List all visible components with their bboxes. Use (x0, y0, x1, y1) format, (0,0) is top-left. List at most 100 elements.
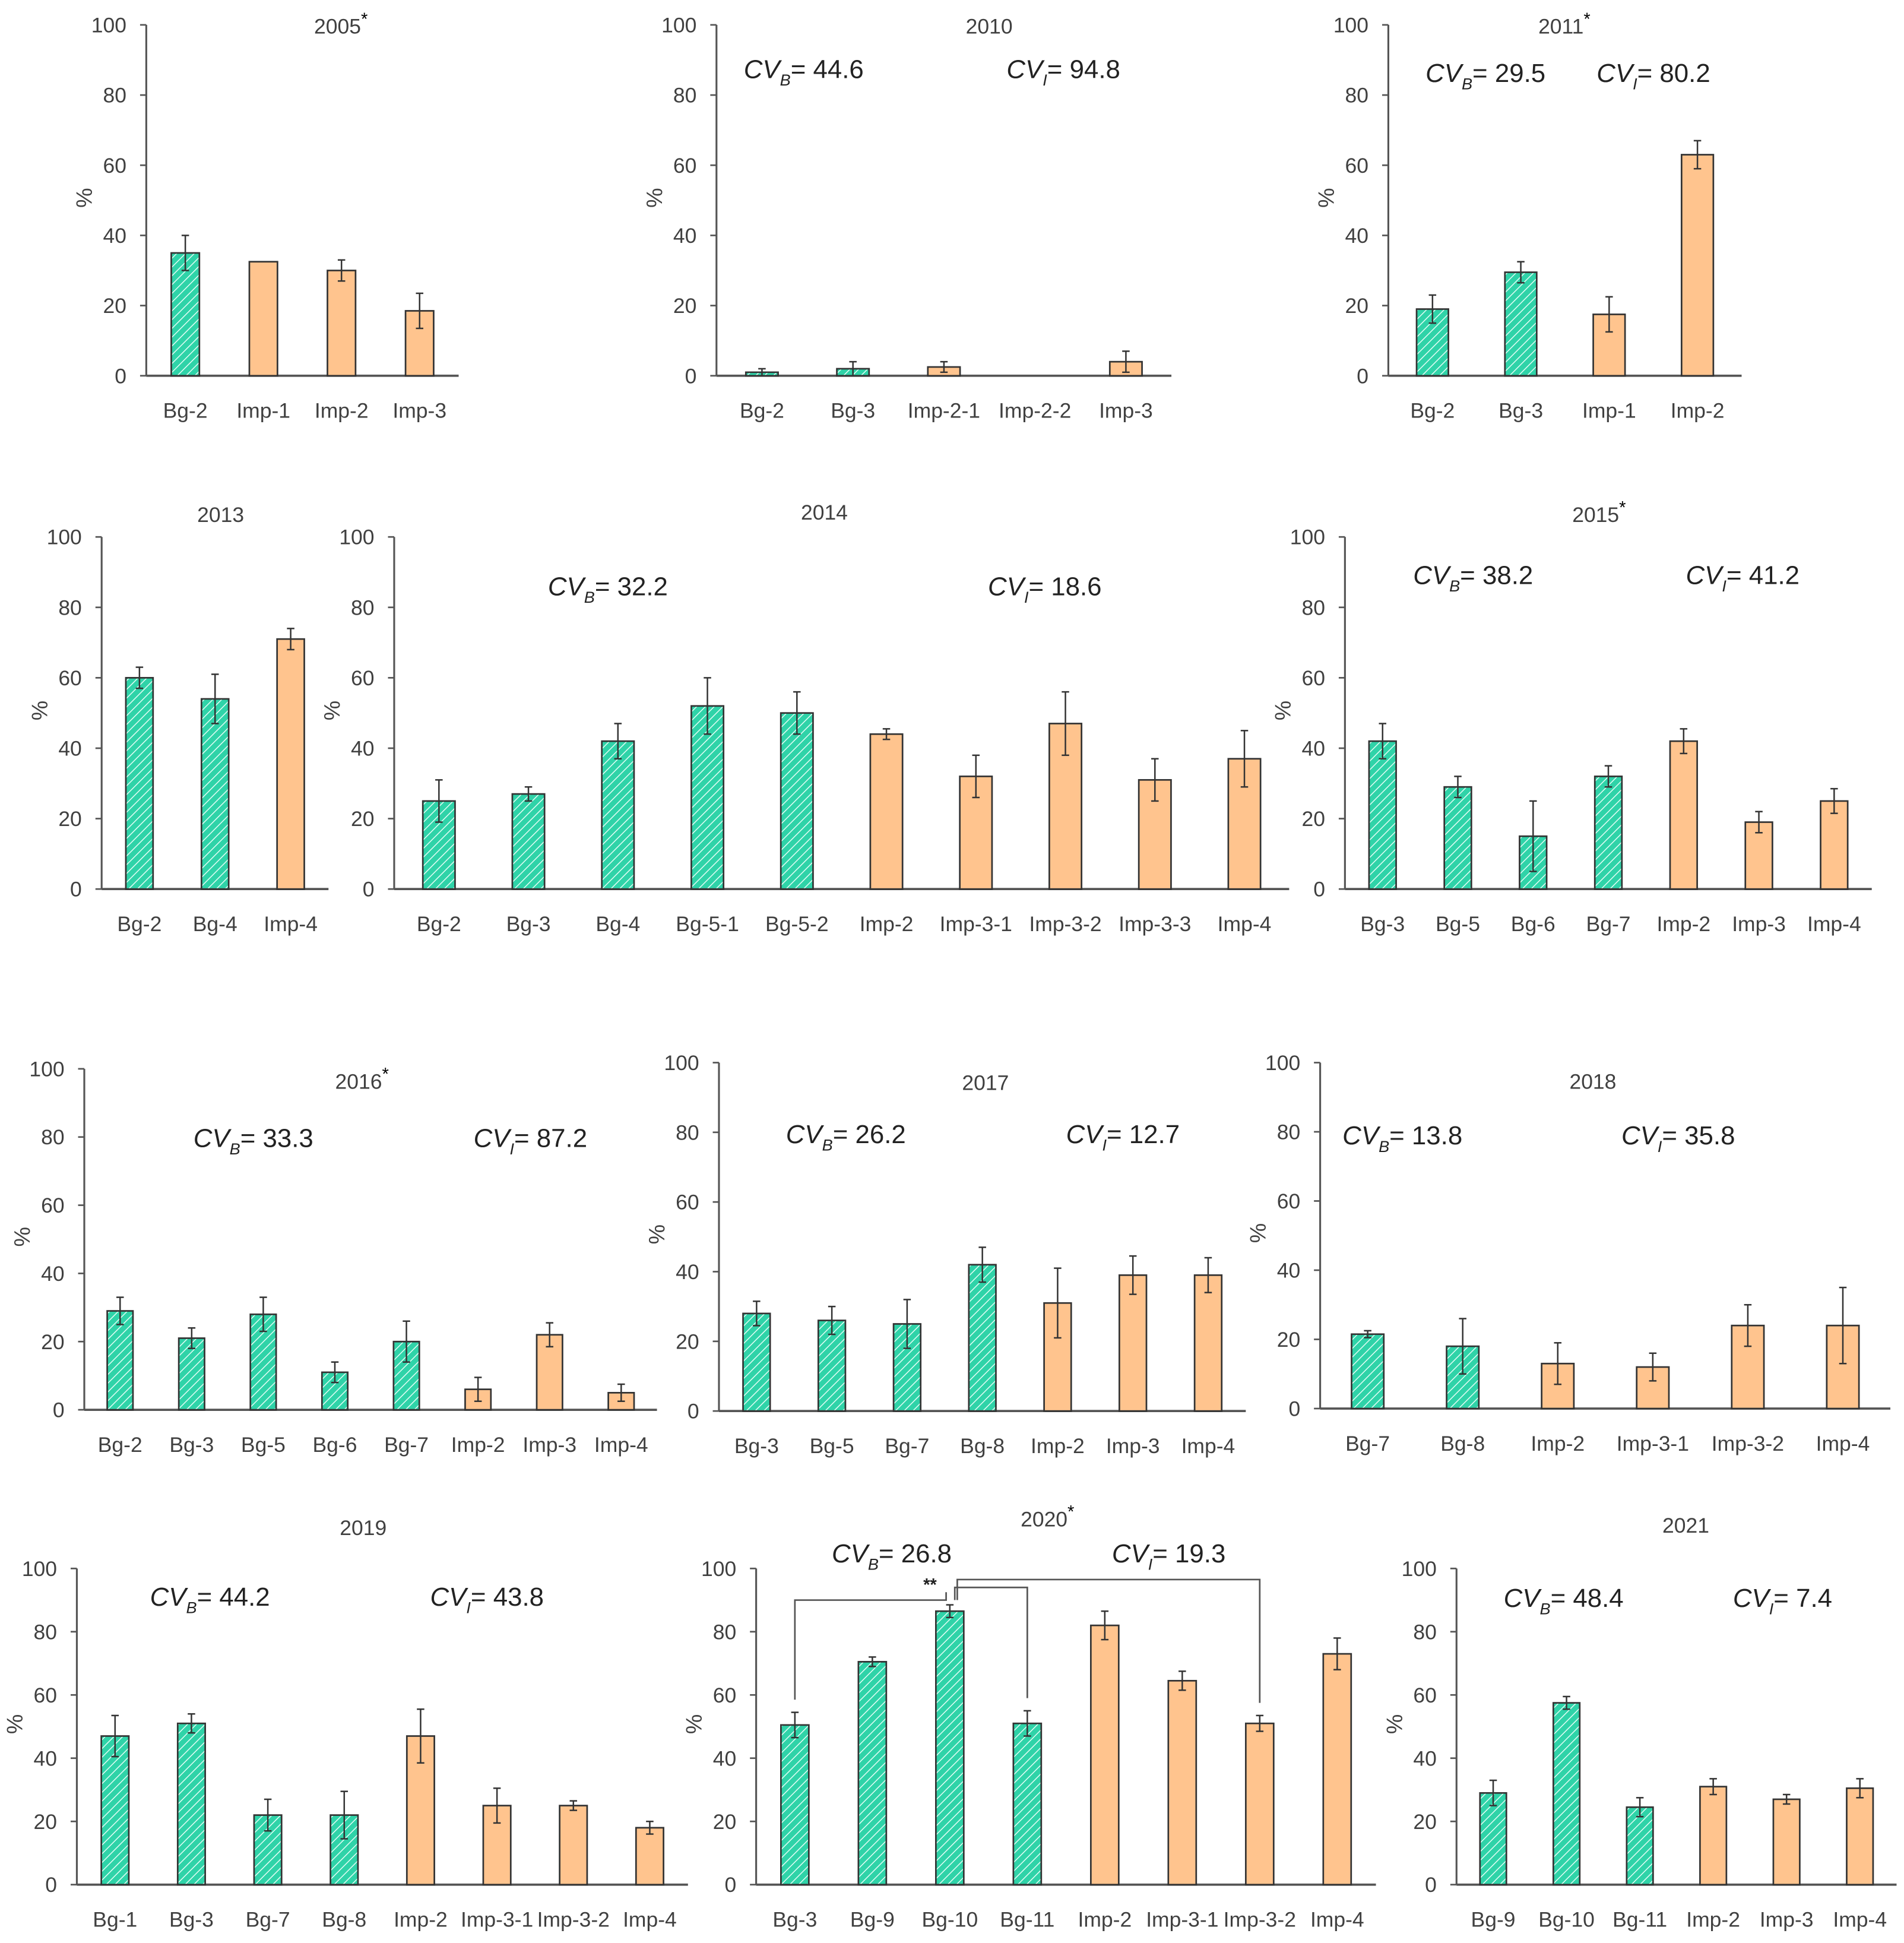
chart-title: 2005* (314, 10, 368, 39)
bar-Bg-4 (200, 698, 230, 890)
cv-symbol: CV (150, 1583, 189, 1612)
bar-Bg-5-1 (690, 705, 725, 890)
x-tick-label: Imp-2 (1671, 399, 1725, 423)
cv-symbol: CV (1686, 561, 1725, 590)
cv-i-label: CVI= 94.8 (1006, 55, 1120, 90)
bar-Imp-4 (1322, 1653, 1352, 1886)
bar-Imp-1 (248, 261, 278, 377)
bar-Bg-9 (1479, 1792, 1507, 1886)
bar-Bg-10 (1552, 1702, 1581, 1886)
cv-subscript: I (1148, 1555, 1153, 1573)
chart-panel-2020: 2020* 0 20 40 60 80 100% Bg-3 Bg-9 Bg-10 Bg-11 Imp-… (682, 1503, 1376, 1932)
y-tick-label: 80 (713, 1620, 736, 1644)
cv-symbol: CV (786, 1120, 825, 1149)
x-tick-label: Bg-2 (117, 912, 161, 936)
cv-value: = 12.7 (1107, 1120, 1180, 1149)
y-tick-label: 60 (58, 666, 81, 690)
cv-symbol: CV (1006, 55, 1045, 84)
cv-value: = 33.3 (240, 1124, 313, 1153)
chart-title: 2014 (801, 501, 848, 524)
y-axis-label: % (319, 701, 344, 720)
x-tick-label: Bg-3 (831, 399, 875, 423)
x-tick-label: Bg-7 (885, 1434, 929, 1458)
cv-i-label: CVI= 18.6 (988, 572, 1102, 606)
x-tick-label: Bg-3 (1499, 399, 1543, 423)
cv-subscript: I (1043, 71, 1047, 89)
bar-Bg-3 (176, 1722, 206, 1886)
bar-Bg-4 (601, 740, 635, 890)
cv-symbol: CV (194, 1124, 232, 1153)
y-tick-label: 20 (676, 1330, 699, 1353)
cv-b-label: CVB= 38.2 (1413, 561, 1533, 596)
y-tick-label: 20 (1413, 1810, 1436, 1834)
y-axis-label: % (1314, 188, 1339, 207)
bar-Bg-2 (106, 1310, 134, 1411)
cv-symbol: CV (548, 572, 587, 601)
cv-value: = 18.6 (1028, 572, 1101, 601)
x-tick-label: Bg-9 (1471, 1908, 1516, 1932)
y-tick-label: 40 (713, 1746, 736, 1770)
cv-subscript: B (1540, 1600, 1551, 1618)
chart-title: 2016* (335, 1065, 389, 1094)
cv-value: = 7.4 (1773, 1584, 1832, 1613)
y-tick-label: 20 (673, 294, 696, 318)
y-axis-label: % (2, 1714, 27, 1734)
x-tick-label: Imp-2 (315, 399, 369, 423)
bar-Bg-3 (511, 793, 546, 890)
x-tick-label: Bg-7 (1586, 912, 1631, 936)
y-axis-label: % (644, 1224, 669, 1244)
y-tick-label: 100 (339, 526, 374, 549)
x-tick-label: Bg-11 (1612, 1908, 1667, 1932)
chart-panel-2013: 2013 0 20 40 60 80 100% Bg-2 Bg-4 Imp-4 (27, 503, 329, 936)
y-tick-label: 0 (688, 1400, 699, 1423)
significance-star: * (1583, 10, 1590, 29)
x-tick-label: Imp-2-2 (999, 399, 1071, 423)
bar-Bg-10 (935, 1610, 965, 1886)
x-tick-label: Imp-4 (264, 912, 318, 936)
y-tick-label: 60 (673, 154, 696, 178)
cv-value: = 94.8 (1047, 55, 1120, 84)
y-tick-label: 20 (34, 1810, 57, 1834)
cv-value: = 26.2 (833, 1120, 906, 1149)
bar-Bg-3 (1368, 740, 1397, 890)
cv-subscript: I (466, 1598, 471, 1616)
chart-panel-2010: 2010 0 20 40 60 80 100% Bg-2 Bg-3 Imp-2-1 Imp-2-2 I… (642, 13, 1172, 423)
x-tick-label: Imp-4 (1310, 1908, 1364, 1932)
bar-Imp-4 (1193, 1274, 1223, 1412)
x-tick-label: Imp-2 (1686, 1908, 1740, 1932)
y-tick-label: 0 (363, 878, 375, 901)
x-tick-label: Bg-9 (850, 1908, 895, 1932)
y-tick-label: 20 (41, 1330, 64, 1354)
y-tick-label: 40 (1413, 1746, 1436, 1770)
bar-Bg-11 (1626, 1806, 1654, 1886)
y-tick-label: 20 (713, 1810, 736, 1834)
cv-subscript: B (868, 1555, 879, 1573)
cv-i-label: CVI= 80.2 (1596, 59, 1710, 93)
x-tick-label: Imp-2 (1078, 1908, 1132, 1932)
bar-Imp-4 (635, 1827, 664, 1886)
chart-title: 2017 (962, 1071, 1009, 1094)
x-tick-label: Imp-4 (1218, 912, 1272, 936)
x-tick-label: Imp-2 (1031, 1434, 1085, 1458)
x-tick-label: Bg-6 (313, 1433, 357, 1457)
x-tick-label: Bg-10 (1538, 1908, 1595, 1932)
cv-value: = 44.2 (197, 1583, 270, 1612)
x-tick-label: Imp-4 (1816, 1432, 1870, 1455)
bar-Imp-2 (869, 733, 904, 890)
cv-symbol: CV (1504, 1584, 1542, 1613)
x-tick-label: Bg-7 (246, 1908, 290, 1932)
x-tick-label: Bg-2 (417, 912, 461, 936)
cv-subscript: I (509, 1140, 514, 1158)
chart-panel-2016: 2016* 0 20 40 60 80 100% Bg-2 Bg-3 Bg-5 Bg-6 Bg-7 Im… (9, 1057, 657, 1457)
y-tick-label: 80 (103, 84, 126, 107)
y-tick-label: 0 (115, 364, 126, 388)
x-tick-label: Imp-2 (860, 912, 914, 936)
bar-Imp-3 (1772, 1798, 1801, 1886)
x-tick-label: Imp-4 (594, 1433, 648, 1457)
y-tick-label: 20 (58, 807, 81, 831)
y-tick-label: 40 (1301, 736, 1325, 760)
bar-Imp-3-3 (1138, 779, 1172, 890)
x-tick-label: Imp-3-1 (461, 1908, 533, 1932)
cv-b-label: CVB= 44.2 (150, 1583, 270, 1617)
bar-Bg-5 (1443, 786, 1472, 890)
